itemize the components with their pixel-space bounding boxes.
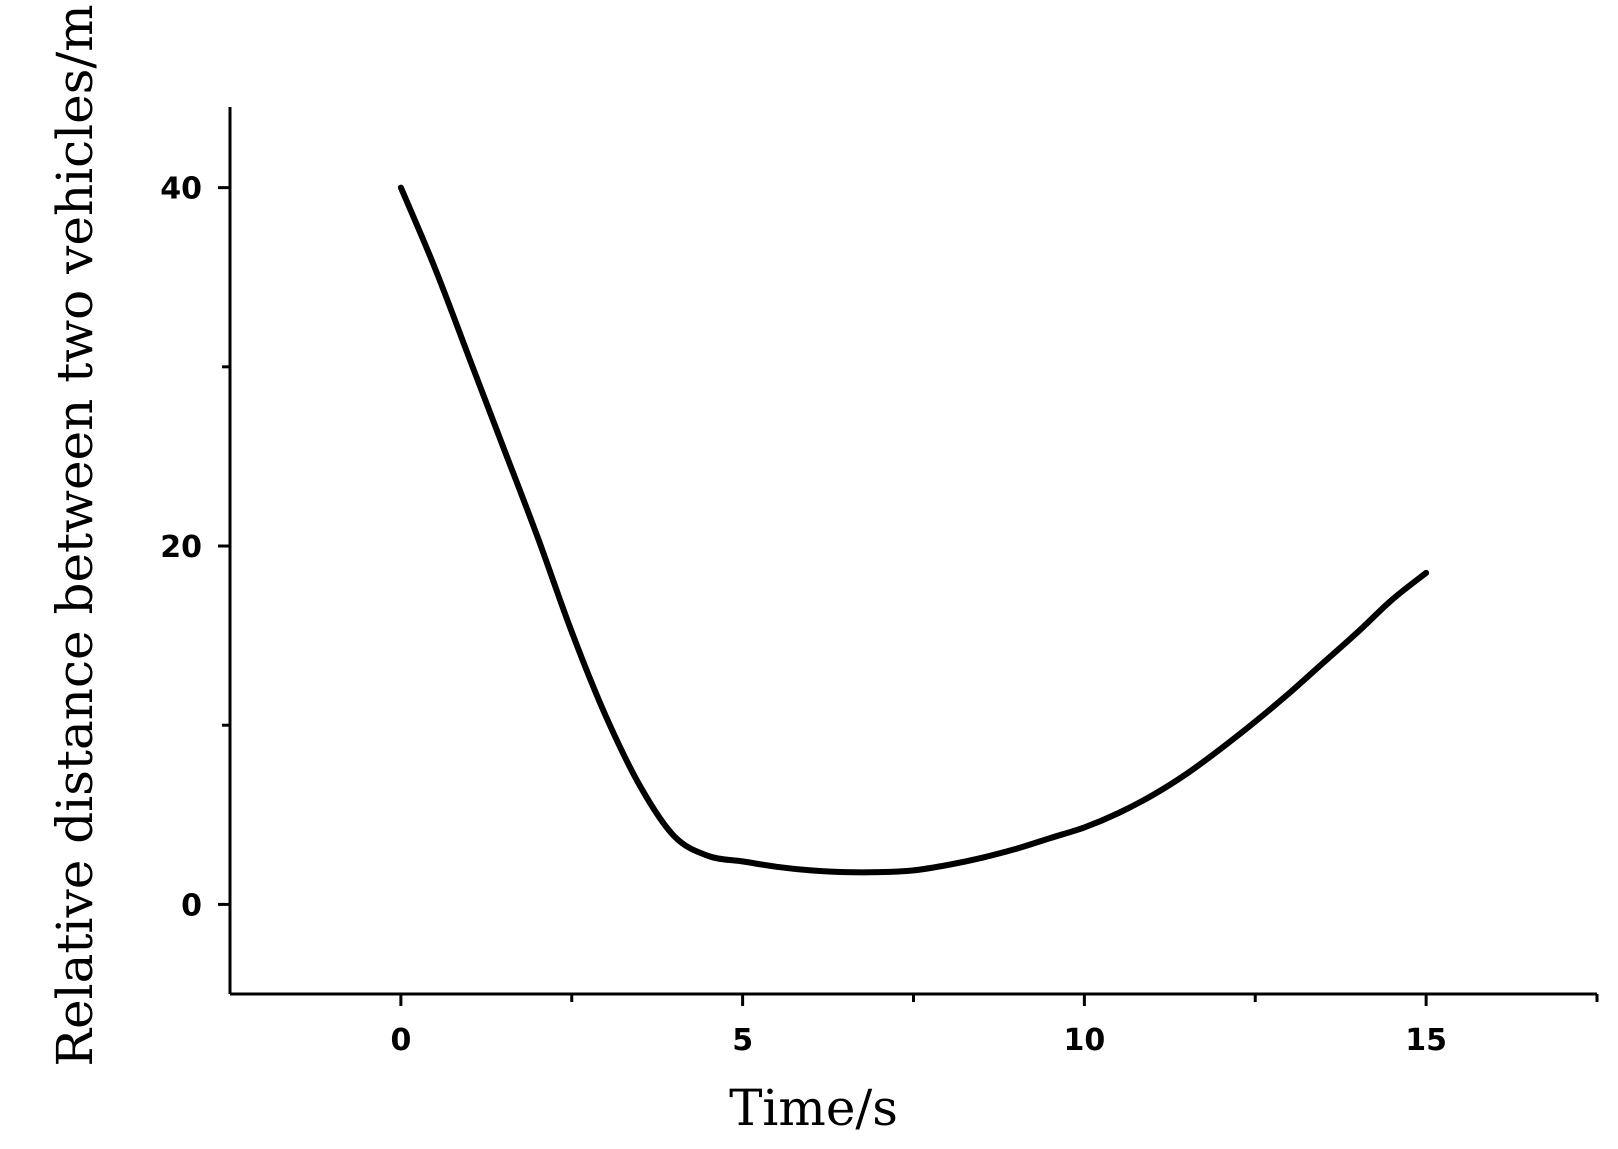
x-axis-title: Time/s (729, 1079, 898, 1137)
x-tick-label: 5 (732, 1023, 753, 1058)
y-tick-label: 0 (181, 888, 202, 923)
x-tick-label: 0 (390, 1023, 411, 1058)
axes (228, 107, 1597, 996)
series-line (397, 184, 1430, 876)
ticks (218, 186, 1599, 1006)
y-tick-label: 20 (160, 530, 202, 565)
x-tick-label: 15 (1405, 1023, 1447, 1058)
y-axis-title: Relative distance between two vehicles/m (46, 4, 104, 1066)
y-tick-label: 40 (160, 172, 202, 207)
tick-labels: 0 5 10 15 0 20 40 (160, 172, 1447, 1058)
x-tick-label: 10 (1064, 1023, 1106, 1058)
